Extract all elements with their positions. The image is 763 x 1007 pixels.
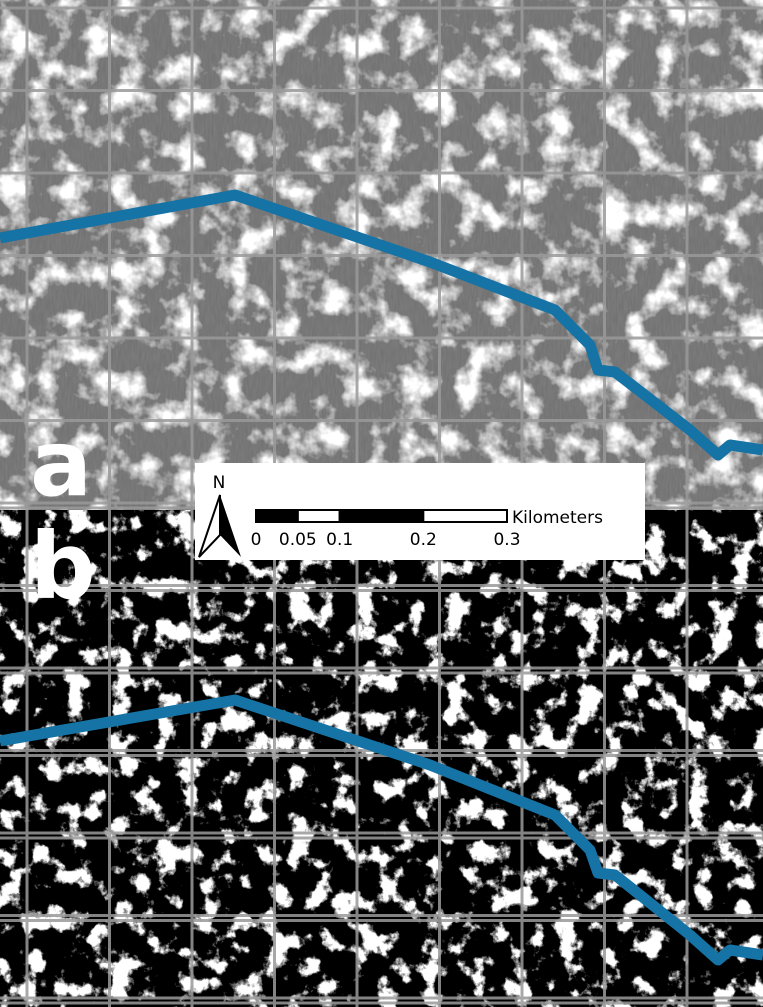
north-label: N	[213, 473, 226, 493]
scale-bar-segment	[423, 510, 507, 522]
scale-bar-tick-label: 0.2	[410, 530, 437, 550]
scale-bar-unit: Kilometers	[512, 508, 603, 528]
scale-bar-tick-label: 0	[251, 530, 262, 550]
panel-label: b	[30, 513, 96, 620]
scale-bar-tick-label: 0.05	[279, 530, 317, 550]
scale-bar-tick-label: 0.1	[326, 530, 353, 550]
scale-bar-segment	[340, 510, 424, 522]
scale-bar-tick-label: 0.3	[493, 530, 520, 550]
scale-bar-segment	[256, 510, 298, 522]
page: a b N 00.050.10.20.3Kilometers (() => { …	[0, 0, 763, 1007]
map-figure: a b N 0 0.05 0.1 0.2 0.3Kilometers	[0, 0, 763, 1007]
panel-label: a	[30, 410, 92, 517]
scale-bar-segment	[298, 510, 340, 522]
